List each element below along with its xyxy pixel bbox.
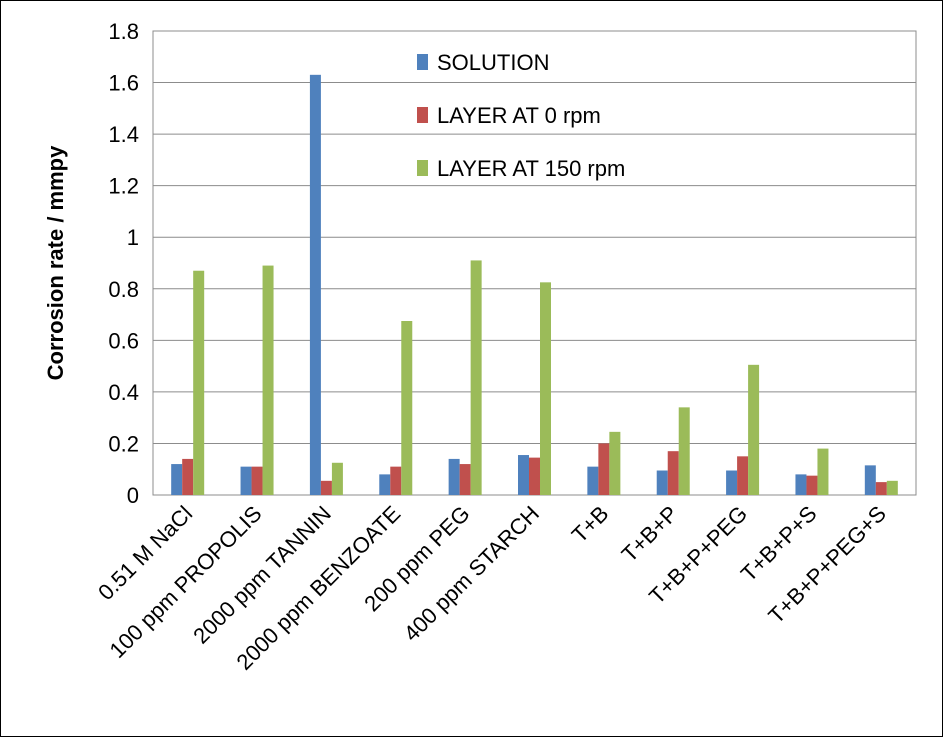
x-tick-label: T+B+P xyxy=(617,501,683,567)
legend-label: LAYER AT 150 rpm xyxy=(437,156,625,181)
bar xyxy=(748,364,760,495)
y-tick-label: 1.4 xyxy=(108,122,139,147)
bar xyxy=(390,466,402,495)
legend-swatch xyxy=(417,54,428,70)
y-tick-label: 0.8 xyxy=(108,277,139,302)
bar xyxy=(587,466,599,495)
y-tick-label: 1.6 xyxy=(108,71,139,96)
plot-area xyxy=(152,30,917,496)
y-tick-label: 1.8 xyxy=(108,19,139,44)
bar xyxy=(240,466,252,495)
y-tick-label: 1 xyxy=(127,225,139,250)
bar xyxy=(518,455,529,495)
y-tick-labels: 0 0.2 0.4 0.6 0.8 1 1.2 1.4 1.6 1.8 xyxy=(108,19,139,508)
x-tick-label: T+B xyxy=(567,501,614,548)
bar xyxy=(726,470,738,495)
bar xyxy=(193,270,205,495)
bar xyxy=(529,457,540,495)
bar xyxy=(320,480,332,495)
bar xyxy=(540,282,551,495)
bar xyxy=(331,462,343,495)
bar xyxy=(678,407,690,495)
y-tick-label: 0.4 xyxy=(108,380,139,405)
bar xyxy=(262,265,274,495)
legend-swatch xyxy=(417,160,428,176)
x-tick-label: 400 ppm STARCH xyxy=(399,501,544,646)
bar xyxy=(251,466,263,495)
bar xyxy=(448,458,460,495)
bar xyxy=(886,480,898,495)
bar xyxy=(806,475,818,495)
y-tick-label: 0.2 xyxy=(108,431,139,456)
bar xyxy=(667,451,679,495)
bar xyxy=(875,482,887,495)
x-tick-label: T+B+P+PEG+S xyxy=(763,501,891,629)
bar xyxy=(737,456,749,495)
bar xyxy=(459,464,471,495)
bar xyxy=(609,431,621,495)
legend-label: LAYER AT 0 rpm xyxy=(437,103,601,128)
bar xyxy=(864,465,876,495)
bar xyxy=(470,260,482,495)
bar xyxy=(309,74,321,496)
y-tick-label: 1.2 xyxy=(108,174,139,199)
bar xyxy=(182,458,194,495)
legend-swatch xyxy=(417,107,428,123)
y-axis-label: Corrosion rate / mmpy xyxy=(43,145,68,380)
bar xyxy=(817,448,829,495)
bar xyxy=(171,464,183,495)
bar xyxy=(656,470,668,495)
bar xyxy=(379,474,391,495)
y-tick-label: 0 xyxy=(127,483,139,508)
bars xyxy=(171,74,898,496)
gridlines xyxy=(153,30,916,444)
bar xyxy=(401,321,413,495)
bar xyxy=(795,474,807,495)
legend-label: SOLUTION xyxy=(437,50,549,75)
bar xyxy=(598,443,610,495)
y-tick-label: 0.6 xyxy=(108,328,139,353)
legend: SOLUTION LAYER AT 0 rpm LAYER AT 150 rpm xyxy=(417,50,625,181)
